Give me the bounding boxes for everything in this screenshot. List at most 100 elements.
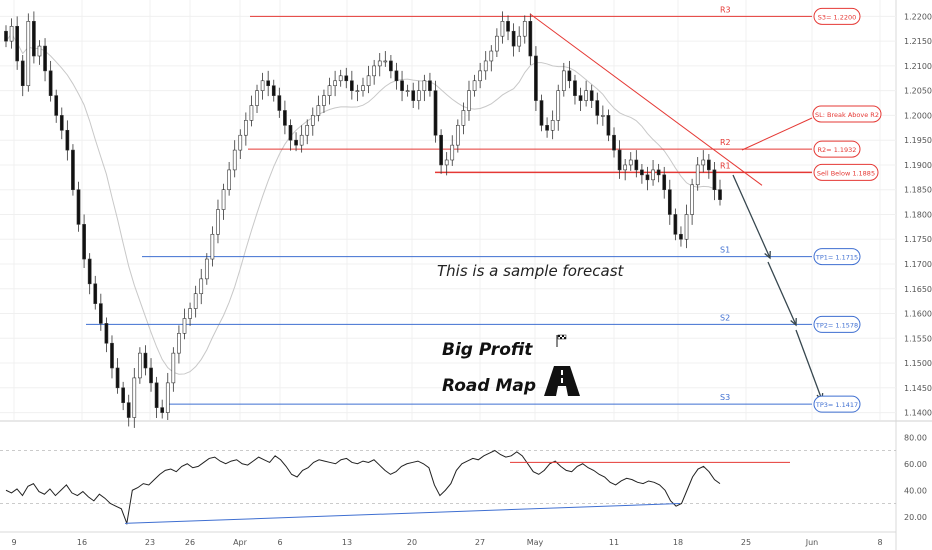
candle-body [394,70,399,82]
candle-body [115,367,120,389]
candle-body [71,149,75,191]
candle-body [43,45,47,72]
price-tick-label: 1.21500 [904,37,932,46]
candle-body [327,85,332,96]
candle-body [567,70,572,82]
candle-body [718,189,722,200]
forecast-arrow-shaft [767,261,797,326]
candle-body [138,352,142,379]
price-tick-label: 1.20000 [904,111,932,120]
time-tick-label: 20 [407,538,417,547]
price-tick-label: 1.14500 [904,384,932,393]
candle-body [623,164,628,171]
candle-body [171,352,176,384]
road-map-title: Road Map [442,376,537,396]
candle-body [550,120,555,131]
candle-body [338,75,343,82]
flag-square [564,337,566,339]
candle-body [294,139,298,146]
candle-body [143,352,148,369]
candle-body [411,90,416,101]
flag-square [558,337,560,339]
candle-body [372,65,376,77]
candle-body [283,110,287,126]
candle-body [20,60,25,87]
candle-body [199,278,204,295]
candle-body [204,258,209,280]
candle-body [673,214,678,235]
candle-body [489,50,494,62]
candle-body [244,120,248,136]
stop-loss-label: SL: Break Above R2 [815,111,879,119]
rsi-tick-label: 20.00 [904,513,927,522]
candle-body [299,134,304,146]
candle-body [712,169,717,191]
price-tick-label: 1.15500 [904,334,932,343]
candle-body [428,80,432,91]
candle-body [589,90,594,101]
level-tag-r1: R1 [720,161,731,170]
candle-body [405,90,410,92]
level-tag-s3: S3 [720,393,730,402]
price-tick-label: 1.17500 [904,235,932,244]
candle-body [288,125,293,141]
candle-body [634,159,639,171]
price-tick-label: 1.18500 [904,186,932,195]
level-box-s2 [813,315,861,333]
candle-body [361,85,365,91]
level-box-label: TP1= 1.1715 [815,254,858,262]
candle-body [690,184,694,215]
candle-body [104,323,109,344]
rsi-panel [0,449,896,526]
flag-square [562,337,564,339]
level-box-r1 [813,163,879,181]
candle-body [126,402,131,418]
candle-body [333,80,337,87]
time-tick-label: May [527,538,544,547]
flag-square [560,337,562,339]
rsi-tick-label: 40.00 [904,486,927,495]
price-tick-label: 1.18000 [904,210,932,219]
forecast-arrow-shaft [732,174,771,259]
forecast-arrow-head [790,317,797,327]
time-tick-label: 8 [877,538,882,547]
price-tick-label: 1.16500 [904,285,932,294]
candle-body [221,189,226,210]
candle-body [255,90,259,106]
descending-trendline [529,13,763,186]
candle-body [377,60,382,67]
candle-body [260,80,265,91]
candle-body [227,169,231,191]
checkered-flag-icon [556,334,567,347]
level-tag-s2: S2 [720,313,730,322]
candle-body [472,80,477,91]
time-tick-label: 9 [11,538,16,547]
candle-body [450,144,455,161]
candle-body [534,55,538,101]
candle-body [651,169,655,181]
candle-body [667,189,672,215]
candle-layer [4,11,722,428]
candle-body [467,90,471,111]
candle-body [98,303,103,324]
candle-body [316,105,321,116]
candle-body [266,80,271,87]
candle-body [684,214,689,240]
flag-outline [557,334,567,340]
level-box-s3 [813,395,861,413]
candle-body [93,283,98,304]
candle-body [26,21,31,87]
stop-loss-pointer [741,117,813,151]
candle-body [444,159,449,166]
candle-body [82,224,86,260]
candle-body [573,80,577,96]
big-profit-title: Big Profit [442,340,533,360]
candle-body [165,382,170,413]
time-tick-label: 11 [609,538,619,547]
candle-body [121,387,125,403]
price-tick-label: 1.20500 [904,87,932,96]
price-box-layer: S3= 1.2200 R2= 1.1932 Sell Below 1.1885 TP1… [741,7,882,413]
candle-body [595,100,600,116]
candle-body [400,80,404,91]
